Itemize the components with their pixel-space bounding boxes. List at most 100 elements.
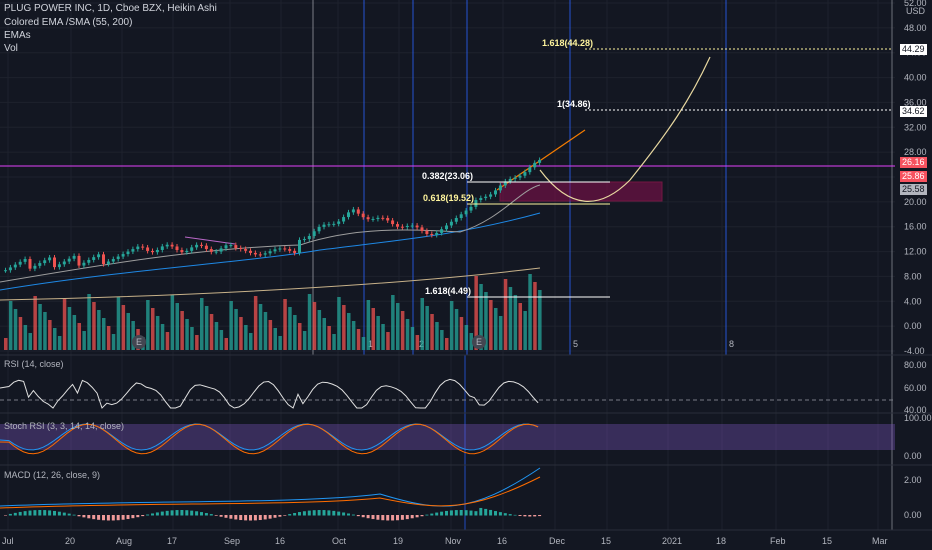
macd-histogram: [538, 515, 542, 517]
volume-bar: [405, 319, 410, 350]
candle: [420, 227, 424, 231]
volume-bar: [327, 326, 331, 350]
volume-bar: [489, 300, 493, 350]
macd-histogram: [449, 510, 453, 516]
macd-histogram: [312, 510, 316, 516]
price-axis[interactable]: 52.0048.0044.0040.0036.0032.0028.0024.00…: [904, 0, 932, 520]
candle: [312, 231, 316, 237]
candle: [474, 200, 478, 207]
indicator-panes: RSI (14, close) Stoch RSI (3, 3, 14, 14, …: [0, 354, 932, 521]
candle: [23, 259, 27, 262]
macd-histogram: [8, 513, 12, 516]
candle: [229, 245, 233, 247]
macd-histogram: [327, 510, 331, 516]
volume-bar: [102, 318, 106, 350]
macd-histogram: [102, 515, 105, 521]
candle: [141, 246, 145, 248]
price-tick: 52.00: [904, 0, 927, 8]
volume-bar: [53, 328, 57, 350]
macd-histogram: [82, 515, 86, 518]
volume-bar: [302, 331, 307, 350]
volume-bar: [425, 306, 429, 350]
candle: [386, 218, 390, 221]
candle: [4, 270, 7, 272]
indicator-emas[interactable]: EMAs: [4, 30, 31, 41]
candle: [430, 233, 434, 235]
candle: [204, 245, 208, 250]
signal-line: [0, 476, 541, 509]
candle: [503, 181, 507, 186]
volume-bar: [185, 319, 189, 350]
volume-bar: [263, 312, 268, 350]
volume-bar: [155, 316, 160, 350]
symbol-title[interactable]: PLUG POWER INC, 1D, Cboe BZX, Heikin Ash…: [4, 3, 217, 14]
volume-bar: [106, 326, 111, 350]
macd-histogram: [415, 515, 419, 518]
volume-bar: [4, 338, 8, 350]
volume-bar: [376, 316, 380, 350]
macd-histogram: [307, 510, 311, 516]
volume-bar: [449, 301, 454, 350]
price-tick: 0.00: [904, 321, 922, 331]
candle: [425, 230, 429, 234]
fib-label: 1(34.86): [557, 99, 591, 109]
price-tick: 48.00: [904, 23, 927, 33]
macd-histogram: [381, 515, 385, 521]
indicator-ema-sma[interactable]: Colored EMA /SMA (55, 200): [4, 17, 133, 28]
volume-bar: [538, 290, 542, 350]
volume-bar: [469, 333, 473, 350]
stoch-d: [0, 423, 539, 455]
candle: [190, 247, 194, 251]
candle: [518, 175, 522, 178]
time-tick: 19: [393, 536, 403, 546]
candle: [484, 196, 488, 199]
volume-bar: [204, 306, 209, 350]
candle: [396, 224, 399, 227]
fib-label: 1.618(44.28): [542, 38, 593, 48]
macd-histogram: [224, 515, 228, 518]
candle: [489, 194, 493, 197]
candle: [18, 261, 22, 265]
candle: [327, 224, 331, 226]
macd-histogram: [87, 515, 91, 519]
volume-bar: [258, 304, 263, 350]
macd-histogram: [337, 511, 341, 516]
volume-bar: [151, 308, 155, 350]
candle: [533, 162, 537, 168]
candle: [342, 217, 346, 222]
macd-histogram: [523, 515, 527, 517]
time-tick: 18: [716, 536, 726, 546]
macd-histogram: [244, 515, 248, 521]
macd-histogram: [126, 515, 130, 520]
candle: [479, 198, 483, 201]
macd-histogram: [239, 515, 243, 521]
macd-histogram: [479, 507, 483, 516]
candle: [371, 218, 375, 220]
time-axis[interactable]: Jul 20 Aug 17 Sep 16 Oct 19 Nov 16 Dec 15 2021 18 Feb 1…: [0, 529, 932, 546]
volume-bar: [175, 303, 179, 350]
fib-label: 1.618(4.49): [425, 286, 471, 296]
indicator-tick: 80.00: [904, 360, 927, 370]
time-tick: 2021: [662, 536, 682, 546]
candle: [13, 264, 17, 268]
volume-bar: [454, 309, 459, 350]
volume-bar: [366, 300, 371, 350]
marker-number: 5: [573, 339, 578, 349]
volume-bar: [273, 328, 277, 350]
price-tick: -4.00: [904, 346, 925, 356]
macd-histogram: [469, 510, 473, 516]
price-tick: 32.00: [904, 122, 927, 132]
sma-200: [0, 267, 541, 301]
volume-bar: [396, 303, 400, 350]
candle: [523, 172, 527, 176]
candle: [146, 247, 150, 251]
pattern-line: [184, 236, 236, 245]
indicator-vol[interactable]: Vol: [4, 43, 18, 54]
volume-bar: [57, 336, 62, 350]
price-tick: 12.00: [904, 247, 927, 257]
macd-histogram: [366, 515, 370, 519]
macd-histogram: [322, 510, 326, 516]
price-tick: 8.00: [904, 271, 922, 281]
macd-histogram: [508, 514, 512, 516]
